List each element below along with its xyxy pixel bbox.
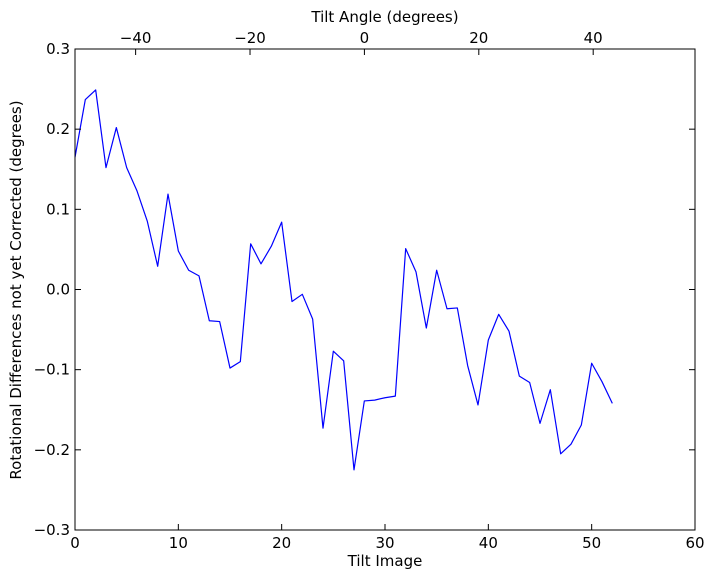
series-layer xyxy=(74,89,613,471)
x-tick-label: 0 xyxy=(70,534,80,552)
x-tick-label: 40 xyxy=(479,534,498,552)
top-x-tick-label: −20 xyxy=(234,29,266,47)
tick-layer: 0 10 20 30 40 50 60 −40 −20 0 20 40 −0.3 −0.2 −0.1 0.0 0… xyxy=(34,29,705,552)
y-tick-label: 0.1 xyxy=(46,200,70,218)
y-tick-label: −0.2 xyxy=(34,441,70,459)
top-x-tick-label: 20 xyxy=(469,29,488,47)
x-tick-label: 50 xyxy=(582,534,601,552)
top-x-tick-label: 40 xyxy=(584,29,603,47)
y-tick-label: −0.3 xyxy=(34,521,70,539)
y-tick-label: 0.2 xyxy=(46,120,70,138)
x-tick-label: 10 xyxy=(169,534,188,552)
y-axis-title: Rotational Differences not yet Corrected… xyxy=(7,100,25,479)
x-axis-title: Tilt Image xyxy=(347,552,423,570)
x-tick-label: 30 xyxy=(375,534,394,552)
y-tick-label: −0.1 xyxy=(34,361,70,379)
top-x-axis-title: Tilt Angle (degrees) xyxy=(310,8,458,26)
y-tick-label: 0.0 xyxy=(46,281,70,299)
top-x-tick-label: −40 xyxy=(120,29,152,47)
series-line xyxy=(74,89,613,471)
y-tick-label: 0.3 xyxy=(46,40,70,58)
x-tick-label: 60 xyxy=(685,534,704,552)
top-x-tick-label: 0 xyxy=(360,29,370,47)
x-tick-label: 20 xyxy=(272,534,291,552)
